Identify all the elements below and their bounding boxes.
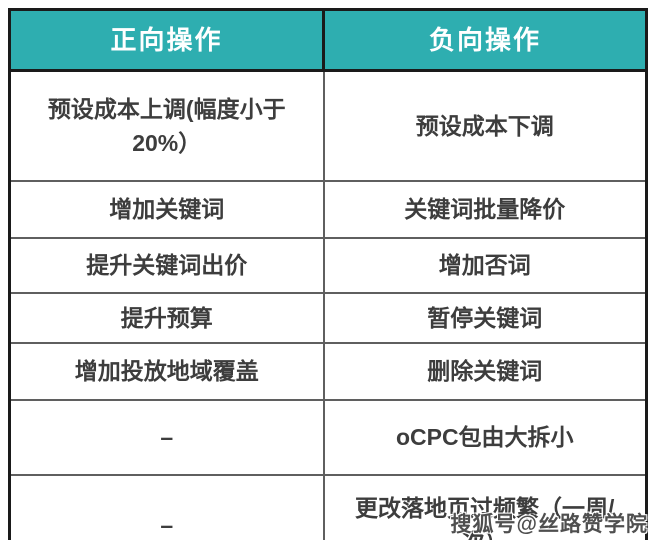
cell-negative: oCPC包由大拆小 bbox=[322, 399, 648, 476]
cell-negative: 增加否词 bbox=[322, 237, 648, 294]
operations-table: 正向操作 负向操作 预设成本上调(幅度小于20%） 预设成本下调 增加关键词 关… bbox=[8, 8, 648, 540]
cell-positive: 提升关键词出价 bbox=[8, 237, 325, 294]
table-row: 提升预算 暂停关键词 bbox=[8, 292, 648, 344]
cell-positive: 预设成本上调(幅度小于20%） bbox=[8, 69, 325, 182]
cell-negative: 关键词批量降价 bbox=[322, 180, 648, 239]
cell-positive: 提升预算 bbox=[8, 292, 325, 344]
header-positive-operations: 正向操作 bbox=[8, 8, 325, 72]
cell-positive: 增加关键词 bbox=[8, 180, 325, 239]
cell-negative: 暂停关键词 bbox=[322, 292, 648, 344]
cell-negative: 预设成本下调 bbox=[322, 69, 648, 182]
header-negative-operations: 负向操作 bbox=[322, 8, 648, 72]
table-row: – 更改落地页过频繁（一周/次） bbox=[8, 474, 648, 540]
cell-negative: 删除关键词 bbox=[322, 342, 648, 401]
cell-negative: 更改落地页过频繁（一周/次） bbox=[322, 474, 648, 540]
cell-positive: 增加投放地域覆盖 bbox=[8, 342, 325, 401]
table-row: 预设成本上调(幅度小于20%） 预设成本下调 bbox=[8, 69, 648, 182]
cell-positive-dash: – bbox=[8, 399, 325, 476]
table-row: 增加关键词 关键词批量降价 bbox=[8, 180, 648, 239]
watermark: 搜狐号@丝路赞学院 bbox=[450, 513, 648, 536]
table-row: 提升关键词出价 增加否词 bbox=[8, 237, 648, 294]
cell-positive-dash: – bbox=[8, 474, 325, 540]
table-row: – oCPC包由大拆小 bbox=[8, 399, 648, 476]
table-row: 增加投放地域覆盖 删除关键词 bbox=[8, 342, 648, 401]
header-row: 正向操作 负向操作 bbox=[8, 8, 648, 72]
